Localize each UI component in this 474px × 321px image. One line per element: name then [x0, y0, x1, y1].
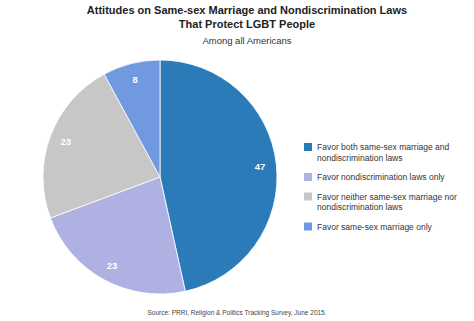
title: Attitudes on Same-sex Marriage and Nondi…	[87, 4, 407, 30]
legend: Favor both same-sex marriage andnondiscr…	[304, 142, 457, 232]
subtitle: Among all Americans	[202, 35, 291, 46]
legend-swatch	[304, 223, 312, 231]
data-label: 23	[107, 260, 118, 271]
data-label: 47	[255, 161, 266, 172]
data-label: 8	[133, 74, 138, 85]
legend-label: Favor same-sex marriage only	[317, 222, 433, 232]
legend-label: Favor nondiscrimination laws only	[317, 172, 445, 182]
legend-label: Favor both same-sex marriage andnondiscr…	[317, 142, 450, 163]
legend-label: Favor neither same-sex marriage nornondi…	[317, 192, 457, 213]
legend-swatch	[304, 173, 312, 181]
pie-slice	[104, 60, 160, 177]
chart: Attitudes on Same-sex Marriage and Nondi…	[0, 0, 474, 321]
source: Source: PRRI, Religion & Politics Tracki…	[147, 309, 326, 317]
legend-swatch	[304, 143, 312, 151]
pie	[43, 60, 277, 294]
data-label: 23	[60, 136, 71, 147]
legend-swatch	[304, 193, 312, 201]
